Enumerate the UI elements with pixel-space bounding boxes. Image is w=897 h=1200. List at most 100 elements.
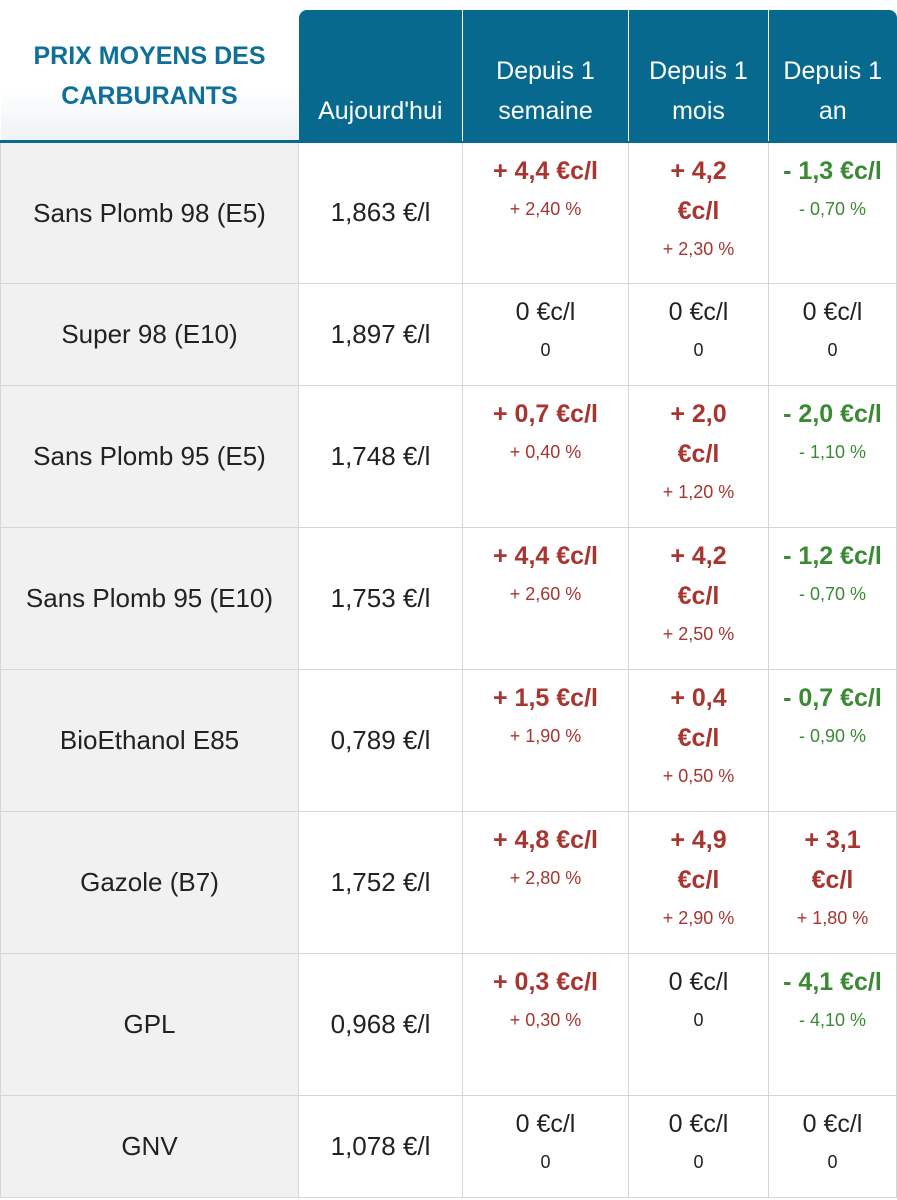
change-1-week-percent: + 2,40 % [509,198,582,219]
change-1-year: - 0,7 €c/l - 0,90 % [768,669,897,812]
price-today: 1,863 €/l [298,141,463,284]
price-today: 0,789 €/l [298,669,463,812]
table-row: BioEthanol E85 0,789 €/l + 1,5 €c/l + 1,90 … [0,669,897,812]
change-1-year-value: 0 €c/l [802,1110,863,1138]
change-1-year: - 2,0 €c/l - 1,10 % [768,385,897,528]
change-1-month: 0 €c/l 0 [628,1095,769,1198]
change-1-week-percent: + 0,40 % [509,442,582,462]
table-row: Sans Plomb 95 (E10) 1,753 €/l + 4,4 €c/l + … [0,527,897,670]
column-header-week: Depuis 1 semaine [462,10,629,143]
change-1-year-value: - 0,7 €c/l [783,684,882,712]
change-1-week: 0 €c/l 0 [462,283,629,386]
change-1-year-value: - 2,0 €c/l [783,400,882,428]
change-1-year-value: + 3,1 €c/l [804,826,861,894]
table-row: GNV 1,078 €/l 0 €c/l 0 0 €c/l 0 0 €c/l 0 [0,1095,897,1198]
change-1-week-value: + 0,3 €c/l [493,968,598,996]
price-today: 1,078 €/l [298,1095,463,1198]
change-1-year-value: - 4,1 €c/l [783,968,882,996]
change-1-week-value: 0 €c/l [515,298,576,326]
price-today: 1,753 €/l [298,527,463,670]
change-1-year-percent: 0 [827,1152,838,1172]
fuel-name: GNV [0,1095,299,1198]
change-1-week-value: + 4,4 €c/l [493,156,598,185]
change-1-month: + 4,2 €c/l + 2,50 % [628,527,769,670]
change-1-year: 0 €c/l 0 [768,1095,897,1198]
change-1-week-percent: 0 [540,340,551,360]
change-1-year-value: - 1,2 €c/l [783,542,882,570]
column-header-month: Depuis 1 mois [628,10,769,143]
change-1-week-value: 0 €c/l [515,1110,576,1138]
fuel-name: BioEthanol E85 [0,669,299,812]
change-1-week-value: + 1,5 €c/l [493,684,598,712]
change-1-month: + 2,0 €c/l + 1,20 % [628,385,769,528]
change-1-week: + 4,8 €c/l + 2,80 % [462,811,629,954]
change-1-year-percent: + 1,80 % [796,908,869,928]
change-1-month-percent: + 2,30 % [662,238,735,259]
change-1-week-value: + 0,7 €c/l [493,400,598,428]
change-1-month: 0 €c/l 0 [628,953,769,1096]
fuel-name: Gazole (B7) [0,811,299,954]
change-1-month-value: + 4,2 €c/l [670,156,727,225]
fuel-name: Sans Plomb 95 (E5) [0,385,299,528]
change-1-week-value: + 4,4 €c/l [493,542,598,570]
change-1-year-percent: - 0,70 % [798,584,867,604]
change-1-month: + 4,2 €c/l + 2,30 % [628,141,769,284]
change-1-week: 0 €c/l 0 [462,1095,629,1198]
table-title: PRIX MOYENS DES CARBURANTS [0,10,299,143]
change-1-week-percent: + 0,30 % [509,1010,582,1030]
change-1-month-percent: + 2,90 % [662,908,735,928]
change-1-year-percent: - 4,10 % [798,1010,867,1030]
change-1-year: - 1,3 €c/l - 0,70 % [768,141,897,284]
change-1-week-percent: + 1,90 % [509,726,582,746]
fuel-name: GPL [0,953,299,1096]
change-1-month-percent: + 1,20 % [662,482,735,502]
table-header-row: PRIX MOYENS DES CARBURANTS Aujourd'hui D… [0,10,897,143]
change-1-month: 0 €c/l 0 [628,283,769,386]
change-1-month-percent: + 0,50 % [662,766,735,786]
change-1-month-value: 0 €c/l [668,968,729,996]
change-1-year-percent: 0 [827,340,838,360]
column-header-year: Depuis 1 an [768,10,897,143]
change-1-week-value: + 4,8 €c/l [493,826,598,854]
table-row: Sans Plomb 98 (E5) 1,863 €/l + 4,4 €c/l + 2… [0,141,897,284]
change-1-year-percent: - 0,90 % [798,726,867,746]
fuel-name: Sans Plomb 95 (E10) [0,527,299,670]
table-body: Sans Plomb 98 (E5) 1,863 €/l + 4,4 €c/l + 2… [0,141,897,1198]
table-row: Gazole (B7) 1,752 €/l + 4,8 €c/l + 2,80 % + … [0,811,897,954]
change-1-week: + 4,4 €c/l + 2,40 % [462,141,629,284]
change-1-month-value: + 2,0 €c/l [670,400,727,468]
price-today: 1,897 €/l [298,283,463,386]
change-1-month-value: + 0,4 €c/l [670,684,727,752]
change-1-week-percent: 0 [540,1152,551,1172]
change-1-year-value: - 1,3 €c/l [783,156,882,185]
change-1-year: - 1,2 €c/l - 0,70 % [768,527,897,670]
price-today: 0,968 €/l [298,953,463,1096]
change-1-month-value: 0 €c/l [668,298,729,326]
table-row: Sans Plomb 95 (E5) 1,748 €/l + 0,7 €c/l + 0… [0,385,897,528]
change-1-week-percent: + 2,60 % [509,584,582,604]
price-today: 1,748 €/l [298,385,463,528]
change-1-week: + 4,4 €c/l + 2,60 % [462,527,629,670]
change-1-week: + 0,3 €c/l + 0,30 % [462,953,629,1096]
change-1-year: - 4,1 €c/l - 4,10 % [768,953,897,1096]
change-1-year-percent: - 1,10 % [798,442,867,462]
change-1-year: 0 €c/l 0 [768,283,897,386]
fuel-price-table: PRIX MOYENS DES CARBURANTS Aujourd'hui D… [0,10,897,1198]
table-row: Super 98 (E10) 1,897 €/l 0 €c/l 0 0 €c/l 0 0 €… [0,283,897,386]
change-1-week-percent: + 2,80 % [509,868,582,888]
change-1-month-value: + 4,2 €c/l [670,542,727,610]
column-header-today: Aujourd'hui [298,10,463,143]
change-1-month-percent: 0 [693,1152,704,1172]
fuel-name: Sans Plomb 98 (E5) [0,141,299,284]
change-1-month-percent: 0 [693,340,704,360]
change-1-month-percent: + 2,50 % [662,624,735,644]
change-1-year-value: 0 €c/l [802,298,863,326]
table-row: GPL 0,968 €/l + 0,3 €c/l + 0,30 % 0 €c/l 0 - 4… [0,953,897,1096]
change-1-week: + 1,5 €c/l + 1,90 % [462,669,629,812]
fuel-name: Super 98 (E10) [0,283,299,386]
change-1-month: + 0,4 €c/l + 0,50 % [628,669,769,812]
change-1-month-value: + 4,9 €c/l [670,826,727,894]
change-1-month-percent: 0 [693,1010,704,1030]
price-today: 1,752 €/l [298,811,463,954]
